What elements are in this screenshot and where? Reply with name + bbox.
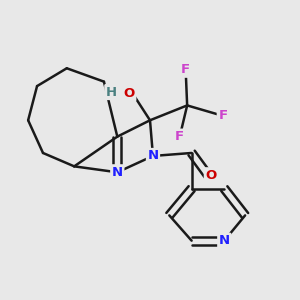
Text: F: F xyxy=(181,63,190,76)
Text: O: O xyxy=(124,87,135,100)
Text: N: N xyxy=(147,149,158,162)
Text: N: N xyxy=(112,166,123,179)
Text: F: F xyxy=(175,130,184,143)
Text: O: O xyxy=(205,169,217,182)
Text: N: N xyxy=(219,234,230,247)
Text: F: F xyxy=(218,109,227,122)
Text: H: H xyxy=(106,85,117,98)
